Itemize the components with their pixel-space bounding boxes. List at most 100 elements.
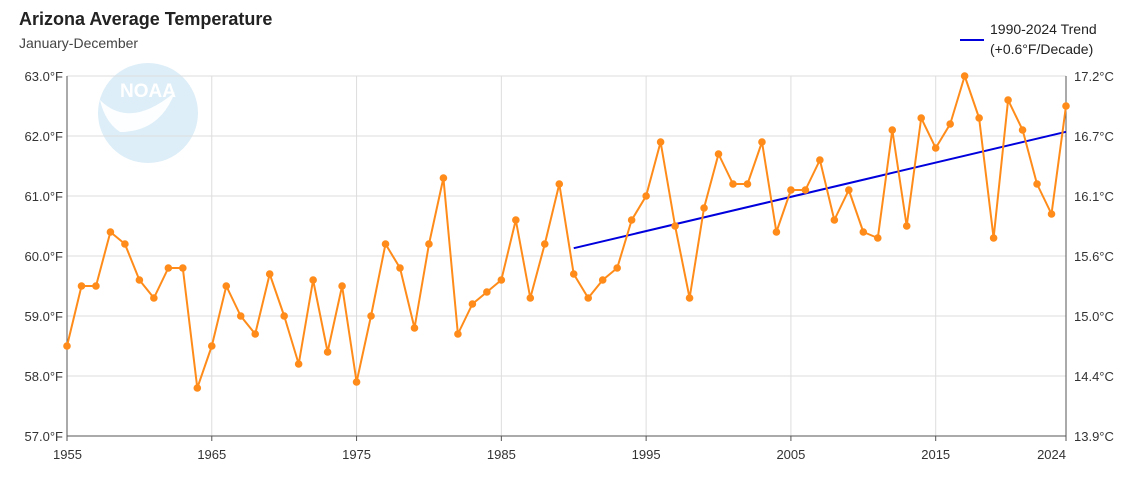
data-point-1981[interactable] [439,174,448,182]
y-right-tick-label: 15.6°C [1074,249,1114,264]
data-point-1995[interactable] [642,192,650,200]
data-point-1980[interactable] [425,240,433,248]
legend-trend-rate: (+0.6°F/Decade) [990,41,1094,57]
data-point-1969[interactable] [265,270,274,278]
data-point-2003[interactable] [758,138,766,146]
data-point-1994[interactable] [627,216,636,224]
data-point-1987[interactable] [526,294,535,302]
data-point-1977[interactable] [381,240,390,248]
data-point-1960[interactable] [135,276,144,284]
data-point-1957[interactable] [92,282,100,290]
data-point-1968[interactable] [251,330,260,338]
chart-subtitle: January-December [19,35,139,51]
y-right-tick-label: 17.2°C [1074,69,1114,84]
data-point-2018[interactable] [975,114,983,122]
data-point-1993[interactable] [613,264,621,272]
data-point-2010[interactable] [859,228,868,236]
data-point-1971[interactable] [294,360,303,368]
data-point-2016[interactable] [946,120,954,128]
data-point-1997[interactable] [671,222,679,230]
legend: 1990-2024 Trend (+0.6°F/Decade) [960,21,1110,61]
data-point-1974[interactable] [338,282,346,290]
noaa-logo-watermark: NOAA [98,63,198,163]
data-point-2015[interactable] [931,144,940,152]
data-point-1972[interactable] [309,276,317,284]
data-point-1982[interactable] [454,330,462,338]
data-point-2001[interactable] [729,180,737,188]
x-tick-label: 1975 [342,447,371,462]
data-point-1973[interactable] [323,348,332,356]
chart-title: Arizona Average Temperature [19,9,273,29]
data-point-1991[interactable] [584,294,593,302]
y-right-tick-label: 13.9°C [1074,429,1114,444]
data-point-1998[interactable] [685,294,694,302]
data-point-2021[interactable] [1018,126,1027,134]
data-point-1959[interactable] [121,240,129,248]
noaa-logo-text: NOAA [120,81,176,102]
data-point-2006[interactable] [801,186,810,194]
data-point-1965[interactable] [207,342,216,350]
data-point-2022[interactable] [1033,180,1041,188]
data-point-1985[interactable] [497,276,506,284]
data-point-1976[interactable] [367,312,375,320]
data-point-2023[interactable] [1047,210,1056,218]
y-left-tick-label: 63.0°F [25,69,64,84]
data-point-1963[interactable] [179,264,187,272]
legend-trend-label: 1990-2024 Trend [990,21,1097,37]
y-right-tick-label: 16.1°C [1074,189,1114,204]
y-left-tick-label: 58.0°F [25,369,64,384]
temperature-series-line [66,75,1067,389]
y-left-tick-label: 61.0°F [25,189,64,204]
data-point-1967[interactable] [236,312,245,320]
data-point-1970[interactable] [280,312,288,320]
data-point-2000[interactable] [714,150,723,158]
data-point-2014[interactable] [917,114,926,122]
data-point-1966[interactable] [222,282,231,290]
data-point-1996[interactable] [656,138,665,146]
data-point-1992[interactable] [598,276,607,284]
y-right-tick-label: 16.7°C [1074,129,1114,144]
data-point-1958[interactable] [106,228,115,236]
legend-trend-swatch [960,39,984,41]
data-point-1986[interactable] [512,216,520,224]
data-point-1988[interactable] [540,240,549,248]
data-point-1955[interactable] [63,342,71,350]
data-point-2007[interactable] [816,156,824,164]
data-point-1989[interactable] [555,180,564,188]
data-point-1990[interactable] [569,270,578,278]
data-point-2012[interactable] [888,126,897,134]
data-point-2020[interactable] [1004,96,1012,104]
data-point-2024[interactable] [1062,102,1070,110]
data-point-1978[interactable] [396,264,404,272]
data-point-2009[interactable] [845,186,853,194]
y-right-tick-label: 14.4°C [1074,369,1114,384]
y-left-tick-label: 57.0°F [25,429,64,444]
y-left-tick-label: 62.0°F [25,129,64,144]
x-tick-label: 2005 [776,447,805,462]
x-tick-label: 2015 [921,447,950,462]
data-point-1962[interactable] [164,264,173,272]
data-point-2002[interactable] [743,180,752,188]
y-left-tick-label: 60.0°F [25,249,64,264]
data-point-2011[interactable] [873,234,882,242]
data-point-1975[interactable] [352,378,361,386]
x-tick-label: 1955 [53,447,82,462]
data-point-1956[interactable] [77,282,86,290]
data-point-1964[interactable] [193,384,202,392]
data-point-2013[interactable] [902,222,911,230]
data-point-2008[interactable] [830,216,839,224]
data-point-1979[interactable] [410,324,419,332]
data-point-1983[interactable] [468,300,477,308]
x-tick-label: 2024 [1037,447,1066,462]
data-point-1961[interactable] [150,294,158,302]
data-point-2004[interactable] [772,228,781,236]
y-right-tick-label: 15.0°C [1074,309,1114,324]
data-point-2017[interactable] [960,72,969,80]
y-left-tick-label: 59.0°F [25,309,64,324]
data-point-1999[interactable] [700,204,708,212]
x-tick-label: 1965 [197,447,226,462]
x-tick-label: 1985 [487,447,516,462]
data-point-2019[interactable] [989,234,998,242]
data-point-1984[interactable] [483,288,491,296]
data-point-2005[interactable] [787,186,795,194]
